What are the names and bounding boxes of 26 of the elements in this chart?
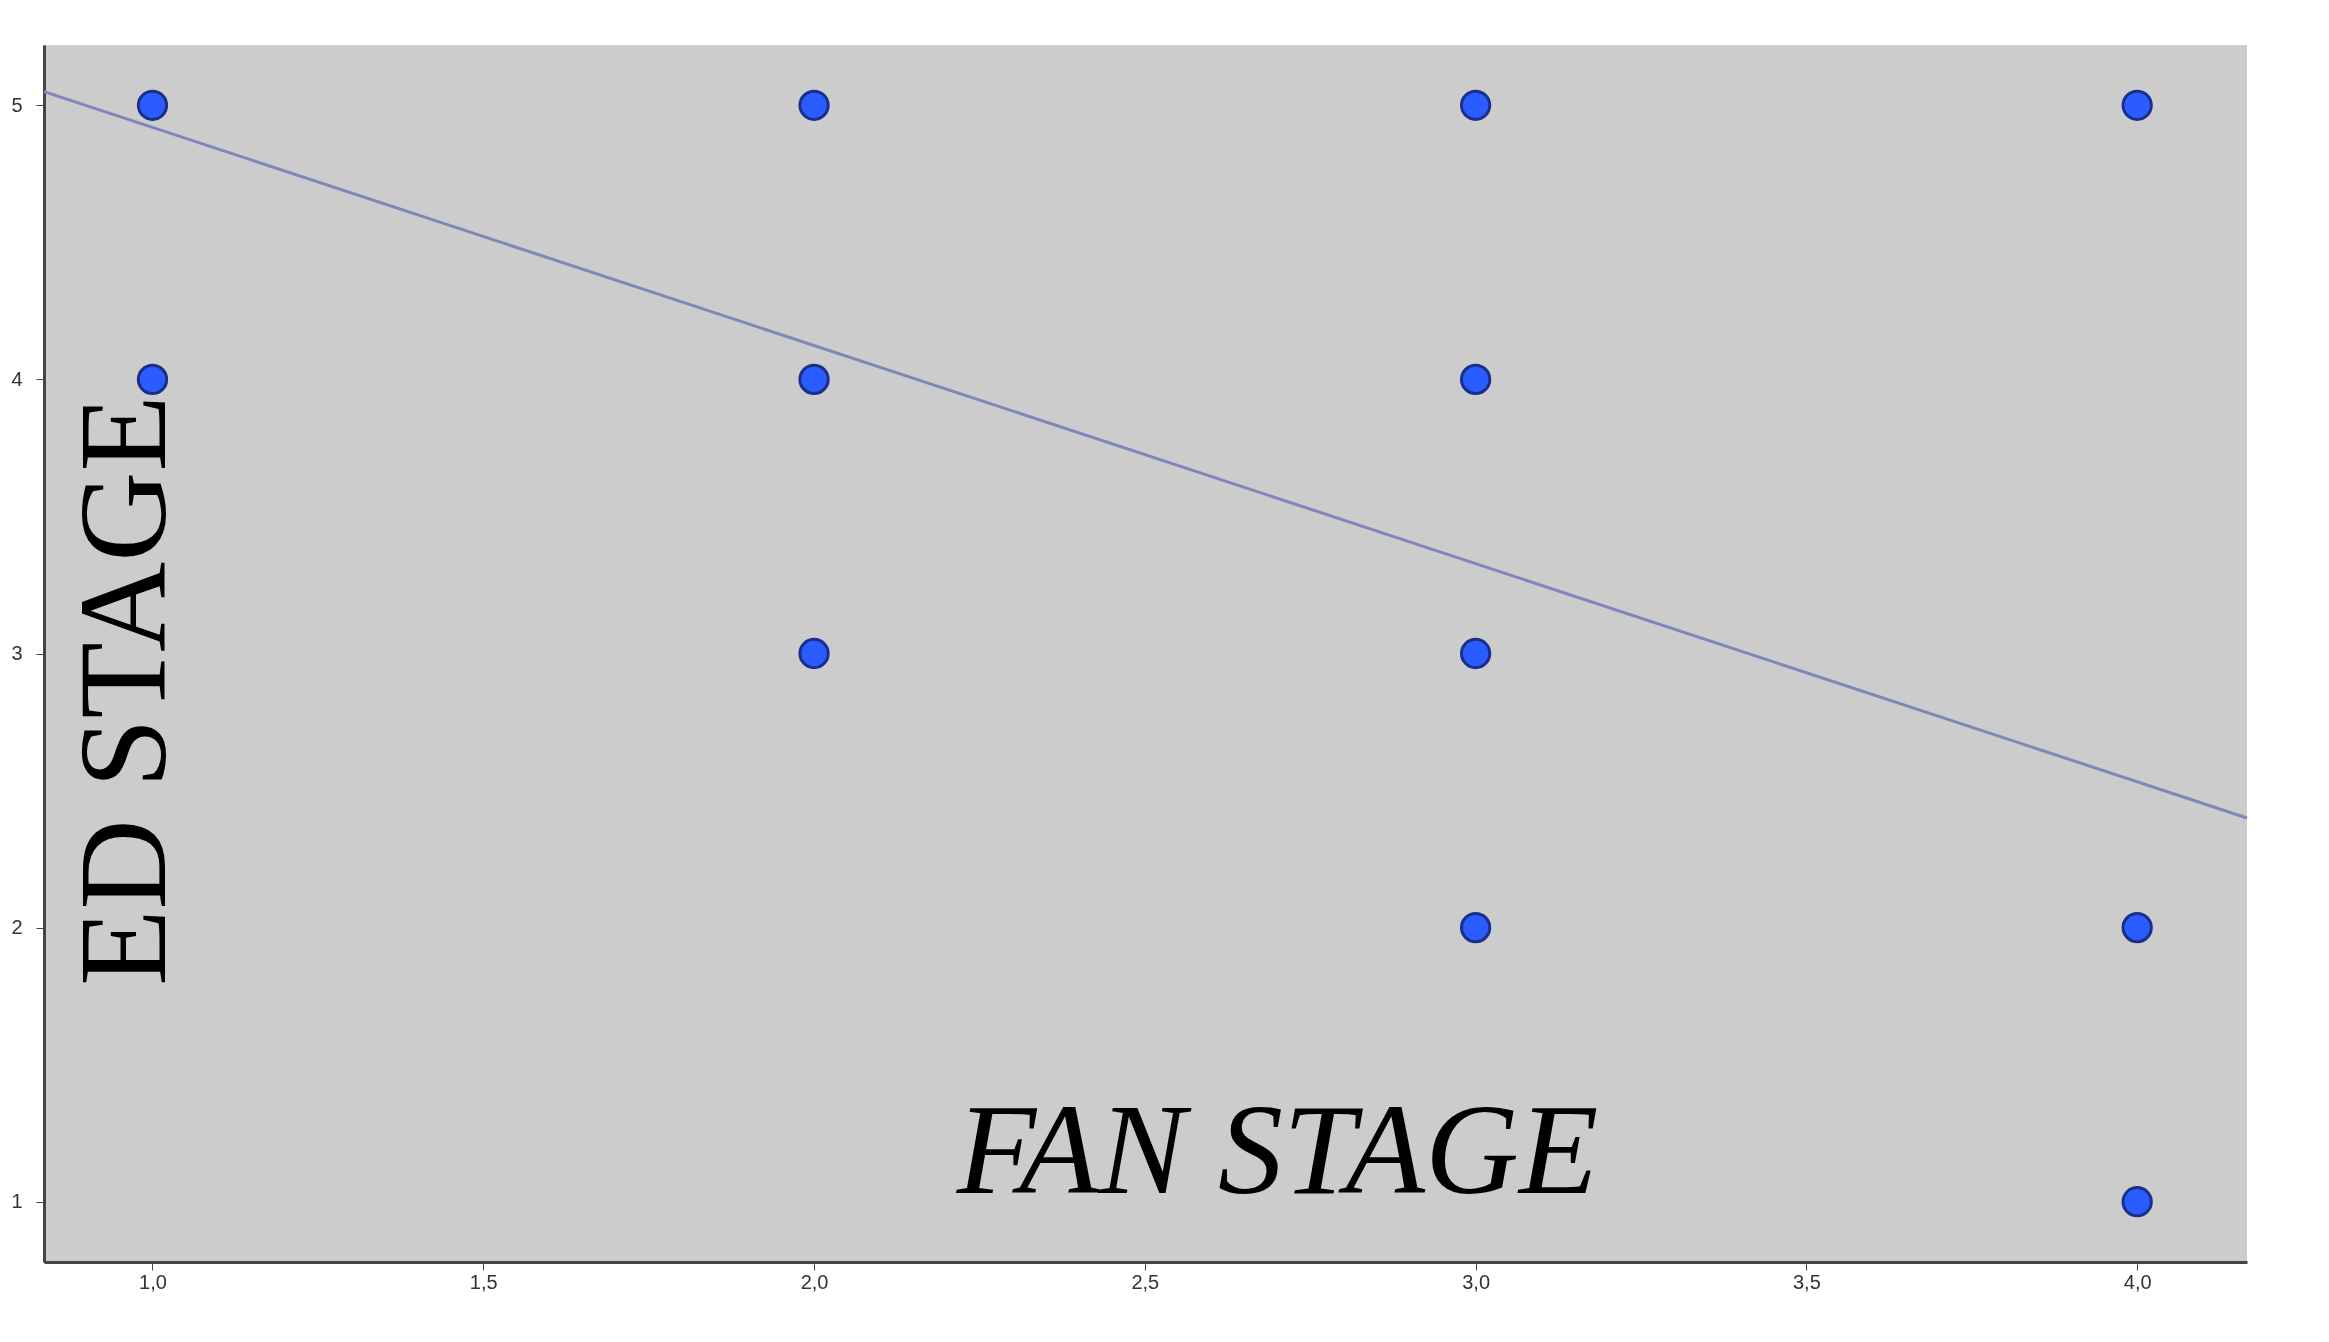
y-tick-label: 5 bbox=[11, 93, 23, 116]
point bbox=[1459, 89, 1492, 121]
point bbox=[798, 89, 830, 121]
x-tick-label: 1,5 bbox=[469, 1270, 498, 1293]
y-tick-label: 4 bbox=[11, 367, 23, 390]
x-tick-label: 3,0 bbox=[1462, 1270, 1491, 1293]
x-tick-label: 1,0 bbox=[139, 1270, 167, 1293]
x-tick-label: 2,0 bbox=[800, 1270, 829, 1293]
x-axis-title: FAN STAGE bbox=[955, 1076, 1599, 1221]
point bbox=[2121, 1186, 2153, 1218]
y-tick-label: 1 bbox=[11, 1190, 23, 1213]
x-tick-label: 4,0 bbox=[2123, 1270, 2152, 1293]
y-axis-title: ED STAGE bbox=[53, 395, 192, 986]
point bbox=[1459, 637, 1492, 670]
point bbox=[136, 89, 169, 121]
x-tick-label: 2,5 bbox=[1131, 1270, 1160, 1293]
y-tick-label: 2 bbox=[11, 916, 23, 939]
point bbox=[2121, 89, 2153, 121]
x-tick-label: 3,5 bbox=[1792, 1270, 1821, 1293]
point bbox=[798, 637, 830, 670]
point bbox=[798, 363, 830, 396]
y-tick-label: 3 bbox=[11, 642, 23, 664]
point bbox=[1459, 911, 1492, 944]
point bbox=[2121, 911, 2153, 944]
point bbox=[136, 363, 169, 396]
point bbox=[1459, 363, 1492, 396]
